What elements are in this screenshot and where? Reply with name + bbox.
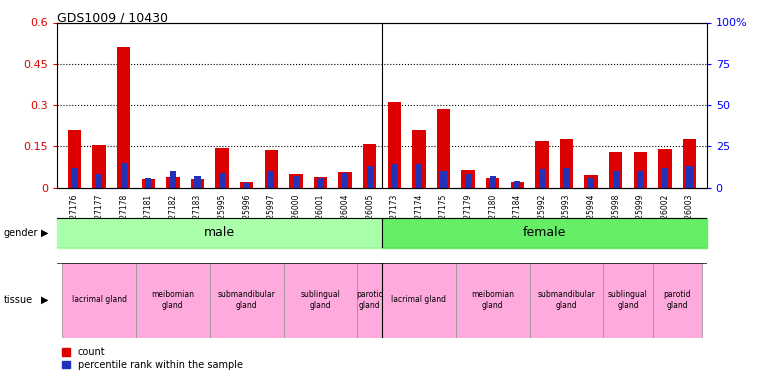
Bar xyxy=(72,168,78,188)
Bar xyxy=(609,152,623,188)
Bar xyxy=(367,166,373,188)
Text: parotid
gland: parotid gland xyxy=(356,290,384,310)
Bar xyxy=(437,109,450,188)
Bar xyxy=(289,174,303,188)
Bar xyxy=(170,171,176,188)
Bar xyxy=(314,177,327,188)
Bar xyxy=(416,164,422,188)
Bar xyxy=(283,262,358,338)
Bar xyxy=(563,168,569,188)
Text: female: female xyxy=(523,226,566,239)
Bar xyxy=(136,262,210,338)
Text: ▶: ▶ xyxy=(41,295,49,305)
Text: submandibular
gland: submandibular gland xyxy=(538,290,595,310)
Bar xyxy=(283,262,358,338)
Bar xyxy=(441,171,446,188)
Bar xyxy=(560,140,573,188)
Bar xyxy=(166,177,180,188)
Text: sublingual
gland: sublingual gland xyxy=(300,290,341,310)
Bar xyxy=(358,262,382,338)
Bar xyxy=(62,262,136,338)
Bar xyxy=(486,178,500,188)
Bar xyxy=(588,178,594,188)
Bar xyxy=(92,145,106,188)
Bar xyxy=(195,176,201,188)
Bar xyxy=(535,141,549,188)
Bar xyxy=(342,172,348,188)
Bar xyxy=(529,262,604,338)
Bar xyxy=(62,262,136,338)
Bar xyxy=(293,176,299,188)
Text: parotid
gland: parotid gland xyxy=(663,290,691,310)
Bar xyxy=(686,166,692,188)
Bar xyxy=(539,170,545,188)
Bar xyxy=(117,47,131,188)
Bar xyxy=(318,178,323,188)
Bar xyxy=(240,182,254,188)
Text: tissue: tissue xyxy=(4,295,33,305)
Text: meibomian
gland: meibomian gland xyxy=(151,290,194,310)
Bar xyxy=(136,262,210,338)
Bar xyxy=(141,179,155,188)
Bar xyxy=(490,176,496,188)
Text: submandibular
gland: submandibular gland xyxy=(218,290,276,310)
Bar xyxy=(244,183,250,188)
Bar xyxy=(68,130,81,188)
Bar xyxy=(96,174,102,188)
Bar xyxy=(633,152,647,188)
Bar xyxy=(662,168,668,188)
Text: meibomian
gland: meibomian gland xyxy=(471,290,514,310)
Bar xyxy=(210,262,283,338)
Bar xyxy=(529,262,604,338)
Text: sublingual
gland: sublingual gland xyxy=(608,290,648,310)
Bar xyxy=(604,262,652,338)
Bar xyxy=(456,262,529,338)
Bar xyxy=(412,130,426,188)
Bar xyxy=(145,178,151,188)
Bar xyxy=(382,262,456,338)
Bar xyxy=(57,217,382,248)
Bar xyxy=(382,217,707,248)
Bar xyxy=(191,179,204,188)
Bar xyxy=(219,172,225,188)
Text: lacrimal gland: lacrimal gland xyxy=(391,296,446,304)
Bar xyxy=(264,150,278,188)
Bar xyxy=(338,172,352,188)
Bar xyxy=(514,181,520,188)
Bar xyxy=(461,170,475,188)
Bar xyxy=(584,175,598,188)
Bar xyxy=(637,171,643,188)
Text: male: male xyxy=(204,226,235,239)
Legend: count, percentile rank within the sample: count, percentile rank within the sample xyxy=(62,347,243,370)
Bar xyxy=(652,262,702,338)
Bar xyxy=(387,102,401,188)
Bar xyxy=(268,171,274,188)
Bar xyxy=(382,262,456,338)
Text: ▶: ▶ xyxy=(41,228,49,237)
Bar xyxy=(604,262,652,338)
Bar xyxy=(683,140,696,188)
Bar xyxy=(363,144,377,188)
Bar xyxy=(613,171,619,188)
Text: gender: gender xyxy=(4,228,38,237)
Bar xyxy=(358,262,382,338)
Bar xyxy=(121,163,127,188)
Bar xyxy=(652,262,702,338)
Bar xyxy=(456,262,529,338)
Bar xyxy=(210,262,283,338)
Text: GDS1009 / 10430: GDS1009 / 10430 xyxy=(57,11,168,24)
Bar xyxy=(510,182,524,188)
Bar xyxy=(465,174,471,188)
Bar xyxy=(658,149,672,188)
Text: lacrimal gland: lacrimal gland xyxy=(72,296,127,304)
Bar xyxy=(391,164,397,188)
Bar xyxy=(215,148,229,188)
